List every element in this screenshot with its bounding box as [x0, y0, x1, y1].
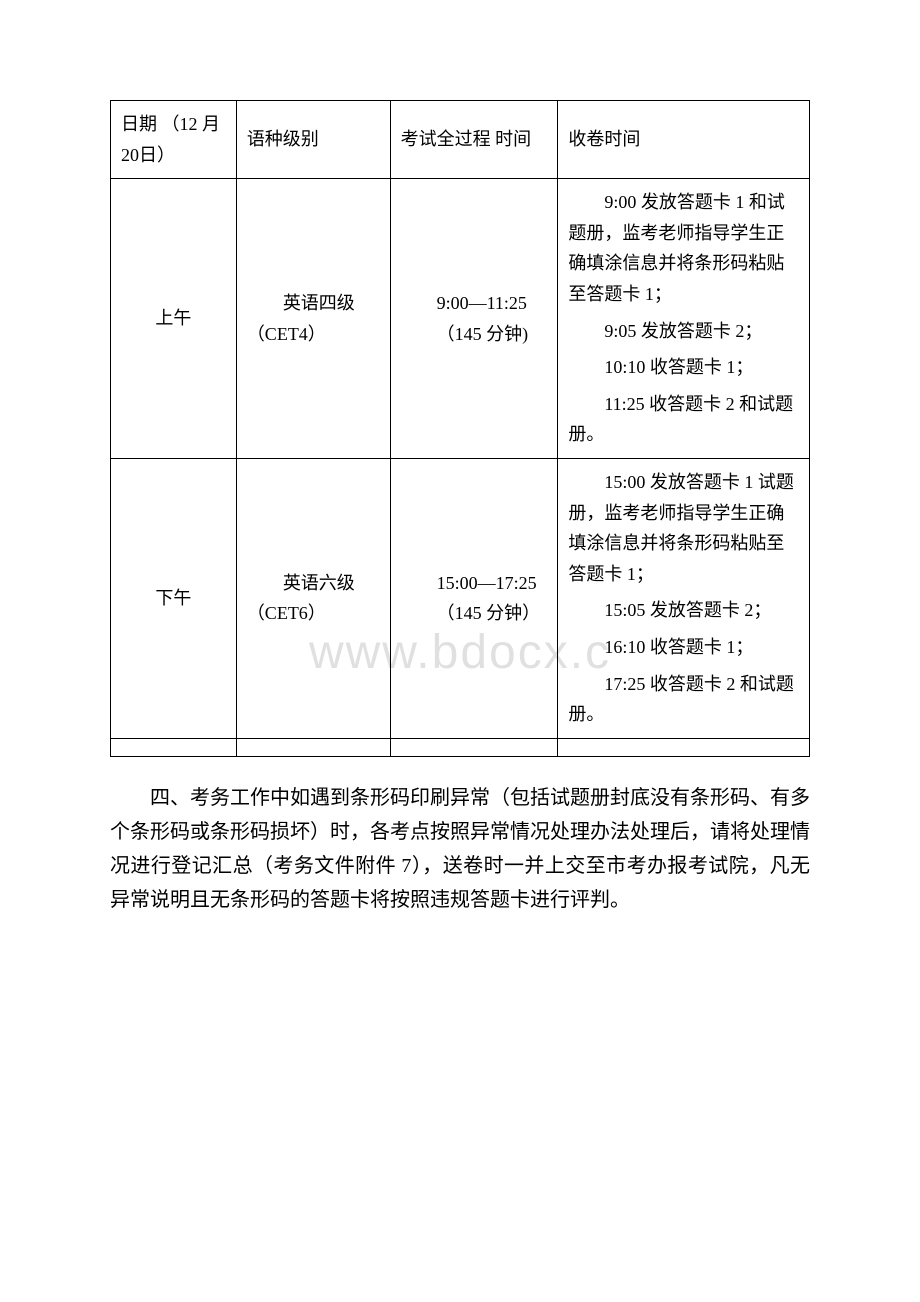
cet4-time-line1: 9:00—11:25	[401, 288, 548, 319]
cet4-detail-3: 10:10 收答题卡 1；	[568, 352, 799, 383]
table-row-empty	[111, 738, 810, 756]
period-cell-morning: 上午	[111, 179, 237, 459]
header-lang: 语种级别	[236, 101, 390, 179]
period-cell-afternoon: 下午	[111, 458, 237, 738]
empty-cell	[390, 738, 558, 756]
details-cell-cet6: 15:00 发放答题卡 1 试题册，监考老师指导学生正确填涂信息并将条形码粘贴至…	[558, 458, 810, 738]
empty-cell	[111, 738, 237, 756]
lang-cell-cet6: 英语六级（CET6）	[236, 458, 390, 738]
exam-schedule-table: 日期 （12 月 20日） 语种级别 考试全过程 时间 收卷时间 上午 英语四级…	[110, 100, 810, 757]
header-process-line2: 时间	[495, 129, 531, 149]
header-lang-text: 语种级别	[247, 129, 319, 149]
empty-cell	[236, 738, 390, 756]
empty-cell	[558, 738, 810, 756]
header-process-line1: 考试全过程	[401, 129, 491, 149]
lang-cell-cet4: 英语四级（CET4）	[236, 179, 390, 459]
cet4-detail-4: 11:25 收答题卡 2 和试题册。	[568, 389, 799, 450]
header-collect-text: 收卷时间	[568, 129, 640, 149]
details-cell-cet4: 9:00 发放答题卡 1 和试题册，监考老师指导学生正确填涂信息并将条形码粘贴至…	[558, 179, 810, 459]
cet6-time-line2: （145 分钟）	[401, 598, 548, 629]
cet4-time-line2: （145 分钟)	[401, 319, 548, 350]
table-row: 下午 英语六级（CET6） 15:00—17:25 （145 分钟） 15:00…	[111, 458, 810, 738]
header-date: 日期 （12 月 20日）	[111, 101, 237, 179]
cet4-detail-2: 9:05 发放答题卡 2；	[568, 316, 799, 347]
header-collect: 收卷时间	[558, 101, 810, 179]
table-row: 上午 英语四级（CET4） 9:00—11:25 （145 分钟) 9:00 发…	[111, 179, 810, 459]
time-cell-cet6: 15:00—17:25 （145 分钟）	[390, 458, 558, 738]
cet6-detail-4: 17:25 收答题卡 2 和试题册。	[568, 669, 799, 730]
time-cell-cet4: 9:00—11:25 （145 分钟)	[390, 179, 558, 459]
header-process: 考试全过程 时间	[390, 101, 558, 179]
header-date-line1: 日期	[121, 114, 157, 134]
cet6-detail-3: 16:10 收答题卡 1；	[568, 632, 799, 663]
cet6-time-line1: 15:00—17:25	[401, 568, 548, 599]
cet4-detail-1: 9:00 发放答题卡 1 和试题册，监考老师指导学生正确填涂信息并将条形码粘贴至…	[568, 187, 799, 309]
cet6-detail-2: 15:05 发放答题卡 2；	[568, 595, 799, 626]
table-header-row: 日期 （12 月 20日） 语种级别 考试全过程 时间 收卷时间	[111, 101, 810, 179]
body-paragraph-4: 四、考务工作中如遇到条形码印刷异常（包括试题册封底没有条形码、有多个条形码或条形…	[110, 781, 810, 917]
cet6-detail-1: 15:00 发放答题卡 1 试题册，监考老师指导学生正确填涂信息并将条形码粘贴至…	[568, 467, 799, 589]
